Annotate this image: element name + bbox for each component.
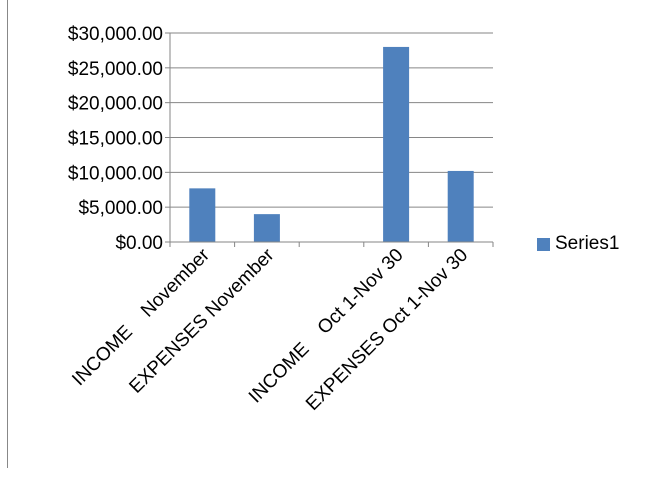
bar bbox=[447, 170, 474, 242]
y-tick-label: $30,000.00 bbox=[68, 24, 163, 45]
axes bbox=[165, 32, 494, 247]
y-tick-labels: $0.00 $5,000.00 $10,000.00 $15,000.00 $20,00… bbox=[68, 24, 163, 254]
y-tick-label: $5,000.00 bbox=[78, 198, 163, 219]
y-tick-label: $0.00 bbox=[115, 233, 163, 254]
y-tick-label: $10,000.00 bbox=[68, 163, 163, 184]
bar bbox=[253, 214, 280, 242]
bar bbox=[189, 188, 216, 242]
y-tick-label: $15,000.00 bbox=[68, 129, 163, 150]
legend: Series1 bbox=[537, 233, 619, 255]
bar bbox=[383, 46, 410, 242]
legend-swatch bbox=[537, 237, 550, 251]
frame-edge bbox=[7, 0, 8, 468]
y-tick-label: $20,000.00 bbox=[68, 94, 163, 115]
bars bbox=[189, 46, 474, 242]
legend-label: Series1 bbox=[555, 233, 620, 254]
y-tick-label: $25,000.00 bbox=[68, 59, 163, 80]
gridlines bbox=[170, 32, 493, 208]
